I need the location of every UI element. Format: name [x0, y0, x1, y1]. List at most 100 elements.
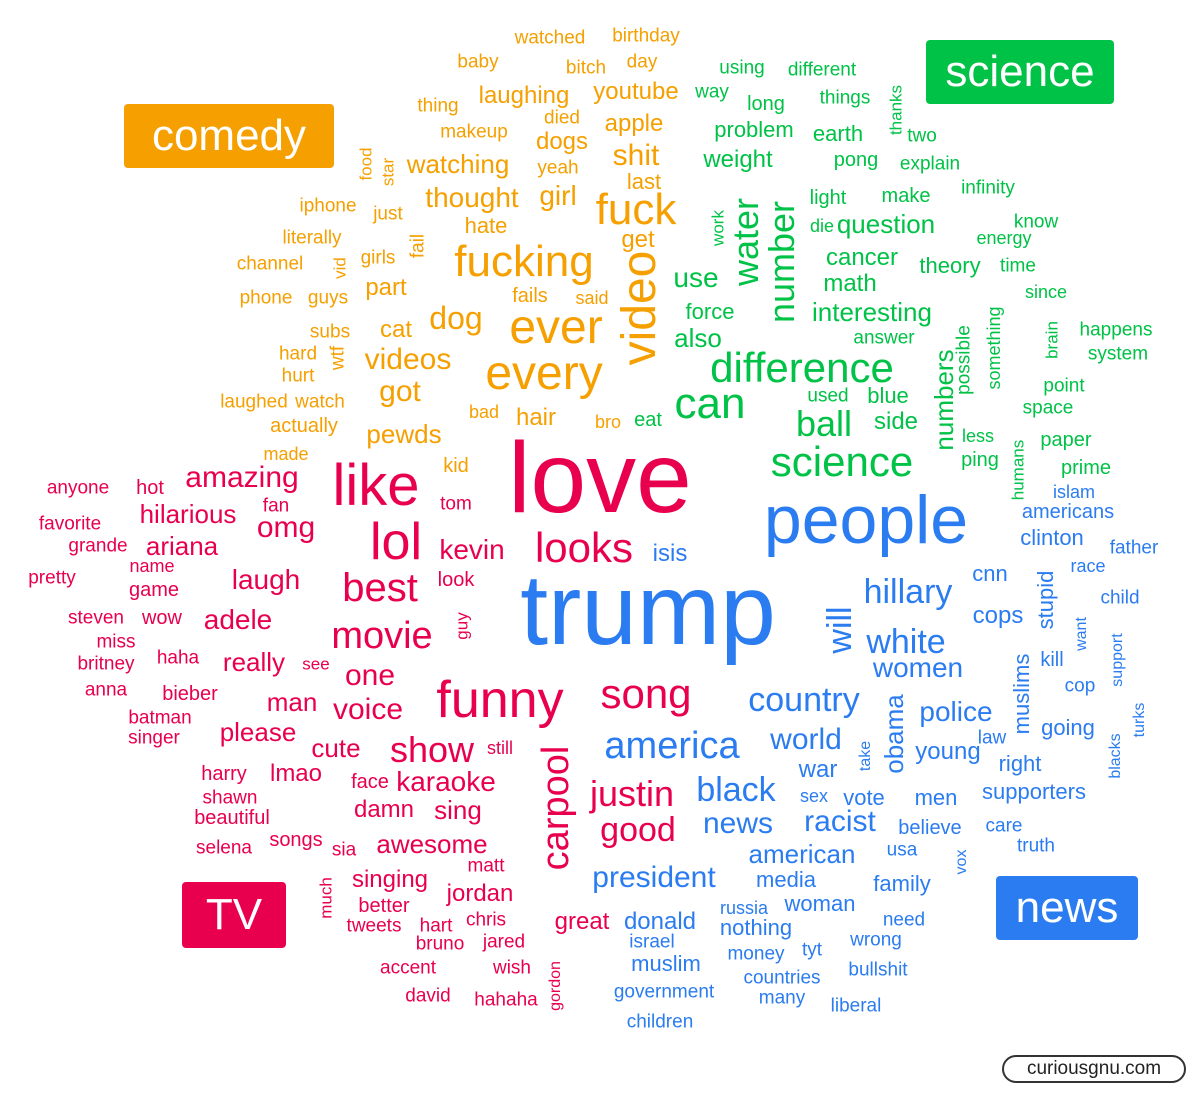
word-comedy: kid	[443, 455, 469, 477]
word-science: earth	[812, 121, 864, 146]
word-tv: gordon	[547, 961, 564, 1011]
word-science: light	[809, 187, 847, 209]
word-news: vote	[843, 785, 885, 810]
word-tv: bruno	[415, 933, 465, 955]
word-comedy: videos	[364, 343, 452, 376]
word-science: know	[1013, 211, 1059, 233]
word-tv: man	[266, 687, 318, 717]
word-tv: look	[437, 569, 475, 591]
word-science: things	[819, 87, 871, 109]
word-tv: tweets	[346, 915, 402, 937]
word-science: system	[1087, 343, 1149, 365]
word-science: answer	[853, 327, 915, 349]
word-tv: kevin	[439, 534, 505, 565]
word-comedy: bro	[594, 412, 622, 432]
word-tv: haha	[156, 647, 200, 669]
word-tv: miss	[96, 631, 136, 653]
word-news: support	[1109, 633, 1126, 687]
word-tv: much	[316, 877, 336, 919]
word-comedy: laughed	[220, 391, 288, 413]
word-science: happens	[1079, 319, 1153, 341]
word-tv: steven	[68, 607, 124, 629]
word-science: way	[695, 81, 729, 103]
word-comedy: phone	[239, 287, 293, 309]
word-news: vox	[953, 849, 970, 875]
word-science: possible	[953, 325, 975, 395]
word-tv: hilarious	[139, 499, 237, 529]
word-science: eat	[634, 409, 662, 431]
word-science: also	[674, 323, 722, 353]
word-tv: show	[389, 729, 475, 770]
word-tv: lmao	[269, 760, 323, 787]
word-comedy: vid	[330, 257, 350, 279]
word-science: something	[984, 306, 1004, 390]
word-tv: adele	[203, 604, 273, 635]
word-comedy: fucking	[454, 237, 594, 286]
word-science: theory	[919, 253, 981, 278]
word-science: explain	[899, 153, 961, 175]
word-science: used	[807, 385, 849, 407]
word-news: muslim	[631, 951, 701, 976]
word-tv: guy	[452, 612, 472, 640]
word-news: president	[592, 861, 716, 894]
word-news: black	[696, 771, 776, 809]
word-science: less	[961, 426, 995, 446]
word-science: space	[1022, 397, 1074, 419]
category-badge-tv: TV	[182, 882, 286, 948]
word-tv: tom	[440, 493, 472, 515]
word-news: men	[914, 785, 958, 810]
word-comedy: watched	[514, 27, 586, 49]
word-comedy: thought	[425, 182, 519, 213]
word-tv: beautiful	[194, 807, 270, 829]
word-comedy: video	[613, 250, 666, 366]
word-news: take	[857, 740, 874, 772]
word-comedy: wtf	[327, 345, 349, 371]
word-news: will	[821, 606, 859, 654]
word-tv: omg	[256, 511, 316, 544]
word-tv: still	[487, 738, 513, 758]
word-news: israel	[629, 931, 675, 953]
word-science: blue	[867, 383, 909, 408]
word-news: blacks	[1107, 733, 1124, 779]
word-news: sex	[799, 786, 829, 806]
word-news: bullshit	[848, 959, 908, 981]
word-science: humans	[1008, 439, 1028, 501]
word-news: american	[748, 839, 856, 869]
word-science: side	[873, 408, 919, 435]
word-tv: favorite	[38, 513, 102, 535]
word-tv: singer	[128, 727, 180, 749]
word-news: supporters	[982, 779, 1086, 804]
word-comedy: watch	[295, 391, 345, 413]
word-comedy: birthday	[612, 25, 680, 47]
word-comedy: cat	[379, 316, 413, 343]
word-tv: voice	[332, 693, 404, 726]
word-science: science	[770, 438, 914, 485]
word-comedy: dogs	[535, 128, 589, 155]
word-news: believe	[898, 817, 962, 839]
word-news: people	[763, 482, 969, 558]
word-news: children	[626, 1011, 694, 1033]
word-tv: chris	[465, 909, 507, 931]
word-news: police	[919, 696, 993, 727]
word-news: racist	[804, 805, 876, 838]
word-tv: good	[600, 811, 676, 849]
word-science: weight	[703, 146, 773, 173]
word-news: white	[866, 623, 946, 661]
word-tv: batman	[128, 707, 192, 729]
word-news: liberal	[830, 995, 882, 1017]
word-tv: awesome	[376, 829, 488, 859]
word-tv: funny	[436, 671, 564, 729]
word-comedy: yeah	[537, 157, 579, 179]
word-science: use	[673, 262, 719, 293]
word-tv: anna	[84, 679, 128, 701]
word-news: muslims	[1009, 653, 1034, 735]
word-tv: justin	[589, 773, 675, 814]
word-news: isis	[652, 540, 688, 567]
word-news: race	[1070, 556, 1106, 576]
word-science: paper	[1040, 429, 1092, 451]
word-tv: wish	[492, 957, 532, 979]
word-comedy: shit	[612, 139, 660, 172]
word-tv: song	[600, 670, 692, 717]
word-tv: grande	[68, 535, 128, 557]
word-comedy: iphone	[299, 195, 357, 217]
